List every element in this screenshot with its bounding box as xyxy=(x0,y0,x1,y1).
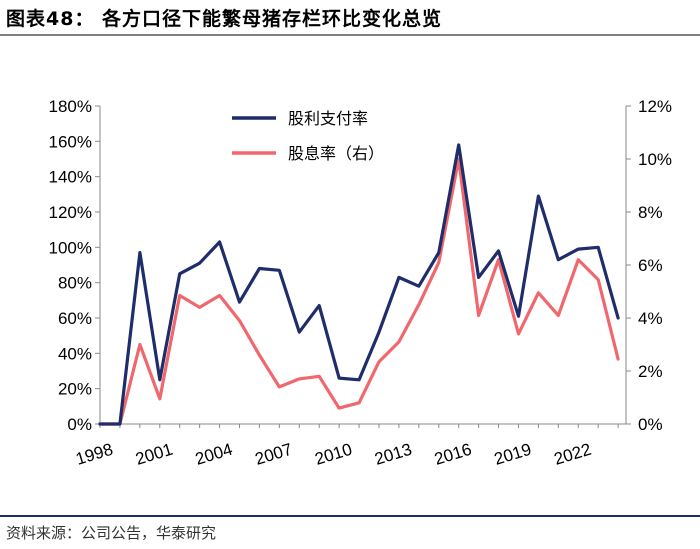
legend-label: 股利支付率 xyxy=(288,109,368,128)
right-tick-label: 12% xyxy=(638,97,672,116)
series-layer xyxy=(98,143,620,426)
right-tick-label: 0% xyxy=(638,415,663,434)
source-note: 资料来源：公司公告，华泰研究 xyxy=(6,524,217,542)
right-tick-label: 6% xyxy=(638,256,663,275)
left-tick-label: 60% xyxy=(58,309,92,328)
x-tick-label: 2022 xyxy=(552,440,594,469)
x-tick-label: 2004 xyxy=(193,440,235,469)
x-tick-label: 2001 xyxy=(133,440,175,469)
right-tick-label: 8% xyxy=(638,203,663,222)
left-tick-label: 40% xyxy=(58,344,92,363)
x-tick-label: 2013 xyxy=(372,440,414,469)
footer-divider xyxy=(0,515,700,517)
left-tick-label: 140% xyxy=(49,168,92,187)
x-tick-label: 2016 xyxy=(432,440,474,469)
left-tick-label: 100% xyxy=(49,238,92,257)
title-divider xyxy=(0,34,700,36)
left-tick-label: 120% xyxy=(49,203,92,222)
legend-label: 股息率（右） xyxy=(288,144,384,163)
left-tick-label: 80% xyxy=(58,274,92,293)
series-line-payout-ratio xyxy=(98,143,620,426)
right-tick-label: 2% xyxy=(638,362,663,381)
left-axis-ticks: 0% 20% 40% 60% 80% 100% 120% 140% 160% 180% xyxy=(49,97,100,434)
x-tick-label: 2007 xyxy=(253,440,295,469)
x-tick-label: 1998 xyxy=(73,440,115,469)
left-tick-label: 0% xyxy=(67,415,92,434)
chart-title: 图表48： 各方口径下能繁母猪存栏环比变化总览 xyxy=(6,8,443,30)
x-axis-ticks: 1998 2001 2004 2007 2010 2013 2016 2019 2022 xyxy=(73,424,619,469)
x-tick-label: 2019 xyxy=(492,440,534,469)
left-tick-label: 20% xyxy=(58,380,92,399)
series-line-dividend-yield xyxy=(98,157,620,426)
right-axis-ticks: 0% 2% 4% 6% 8% 10% 12% xyxy=(626,97,672,434)
left-tick-label: 180% xyxy=(49,97,92,116)
left-tick-label: 160% xyxy=(49,132,92,151)
right-tick-label: 4% xyxy=(638,309,663,328)
x-tick-label: 2010 xyxy=(313,440,355,469)
right-tick-label: 10% xyxy=(638,150,672,169)
